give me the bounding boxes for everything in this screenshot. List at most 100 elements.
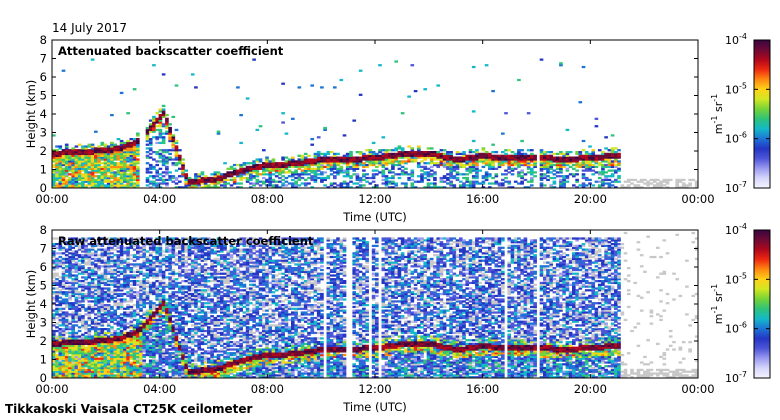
heatmap-cell <box>61 374 66 377</box>
heatmap-cell <box>81 246 85 249</box>
heatmap-cell <box>610 156 615 159</box>
heatmap-cell <box>77 329 82 333</box>
heatmap-cell <box>64 365 69 368</box>
heatmap-cell <box>423 156 428 159</box>
heatmap-cell <box>142 313 147 316</box>
heatmap-cell <box>520 156 524 159</box>
heatmap-cell <box>581 165 586 169</box>
heatmap-cell <box>77 352 82 355</box>
heatmap-cell <box>136 276 140 279</box>
heatmap-cell <box>562 184 566 187</box>
heatmap-cell <box>171 158 176 161</box>
heatmap-cell <box>155 289 160 292</box>
heatmap-cell <box>174 322 179 325</box>
heatmap-cell <box>81 300 85 303</box>
heatmap-cell <box>158 289 163 292</box>
heatmap-cell <box>74 363 79 366</box>
heatmap-cell <box>81 149 85 152</box>
heatmap-cell <box>513 160 518 163</box>
heatmap-cell <box>116 246 121 249</box>
heatmap-cell <box>426 186 431 188</box>
heatmap-cell <box>123 270 127 273</box>
heatmap-cell <box>119 184 124 187</box>
heatmap-cell <box>165 257 169 261</box>
heatmap-cell <box>559 182 563 185</box>
heatmap-cell <box>607 186 612 188</box>
heatmap-cell <box>52 176 56 180</box>
heatmap-cell <box>100 158 105 161</box>
heatmap-cell <box>543 160 547 163</box>
heatmap-cell <box>417 165 421 169</box>
heatmap-cell <box>145 178 150 182</box>
heatmap-cell <box>152 305 156 309</box>
heatmap-cell <box>310 158 315 161</box>
heatmap-cell <box>139 263 143 266</box>
heatmap-cell <box>84 328 88 331</box>
heatmap-cell <box>268 160 273 163</box>
heatmap-cell <box>139 370 143 373</box>
heatmap-cell <box>471 162 476 165</box>
heatmap-cell <box>339 156 344 159</box>
heatmap-cell <box>110 328 114 331</box>
heatmap-cell <box>81 298 85 301</box>
heatmap-cell <box>155 346 160 349</box>
heatmap-cell <box>77 320 82 323</box>
heatmap-cell <box>152 333 156 336</box>
heatmap-cell <box>129 307 134 310</box>
heatmap-cell <box>148 316 153 320</box>
heatmap-cell <box>126 158 130 161</box>
heatmap-cell <box>148 302 153 305</box>
heatmap-cell <box>391 156 395 159</box>
heatmap-cell <box>61 329 66 333</box>
heatmap-cell <box>64 154 69 157</box>
heatmap-cell <box>100 374 105 377</box>
heatmap-cell <box>313 169 318 172</box>
heatmap-cell <box>200 180 205 183</box>
heatmap-cell <box>100 184 105 187</box>
heatmap-cell <box>404 186 408 188</box>
heatmap-cell <box>449 169 453 172</box>
heatmap-cell <box>323 158 327 161</box>
heatmap-cell <box>168 292 172 296</box>
heatmap-cell <box>484 178 489 182</box>
heatmap-cell <box>497 156 502 159</box>
heatmap-cell <box>517 163 521 167</box>
heatmap-cell <box>61 272 66 275</box>
heatmap-cell <box>113 178 118 182</box>
heatmap-cell <box>55 300 59 303</box>
heatmap-cell <box>601 173 605 176</box>
heatmap-cell <box>103 147 108 150</box>
heatmap-cell <box>526 156 531 159</box>
heatmap-cell <box>145 339 150 342</box>
heatmap-cell <box>494 175 499 178</box>
heatmap-cell <box>168 126 172 130</box>
heatmap-cell <box>123 175 127 178</box>
heatmap-cell <box>145 368 150 372</box>
heatmap-cell <box>94 274 98 277</box>
heatmap-cell <box>171 176 176 180</box>
heatmap-cell <box>520 152 524 156</box>
heatmap-cell <box>64 261 69 264</box>
heatmap-cell <box>113 270 118 273</box>
heatmap-cell <box>81 265 85 268</box>
heatmap-cell <box>116 152 121 156</box>
heatmap-cell <box>155 333 160 336</box>
heatmap-cell <box>165 259 169 262</box>
heatmap-cell <box>249 162 253 165</box>
heatmap-cell <box>84 307 88 310</box>
heatmap-cell <box>178 331 182 335</box>
heatmap-cell <box>565 128 570 132</box>
heatmap-cell <box>239 163 243 167</box>
heatmap-cell <box>326 162 331 165</box>
heatmap-cell <box>391 152 395 156</box>
heatmap-cell <box>174 147 179 150</box>
heatmap-cell <box>578 101 583 104</box>
heatmap-cell <box>113 241 118 244</box>
heatmap-cell <box>468 184 473 187</box>
heatmap-cell <box>155 160 160 163</box>
heatmap-cell <box>55 372 59 375</box>
heatmap-cell <box>178 267 182 270</box>
heatmap-cell <box>387 186 392 188</box>
heatmap-cell <box>81 254 85 257</box>
heatmap-cell <box>136 147 140 150</box>
